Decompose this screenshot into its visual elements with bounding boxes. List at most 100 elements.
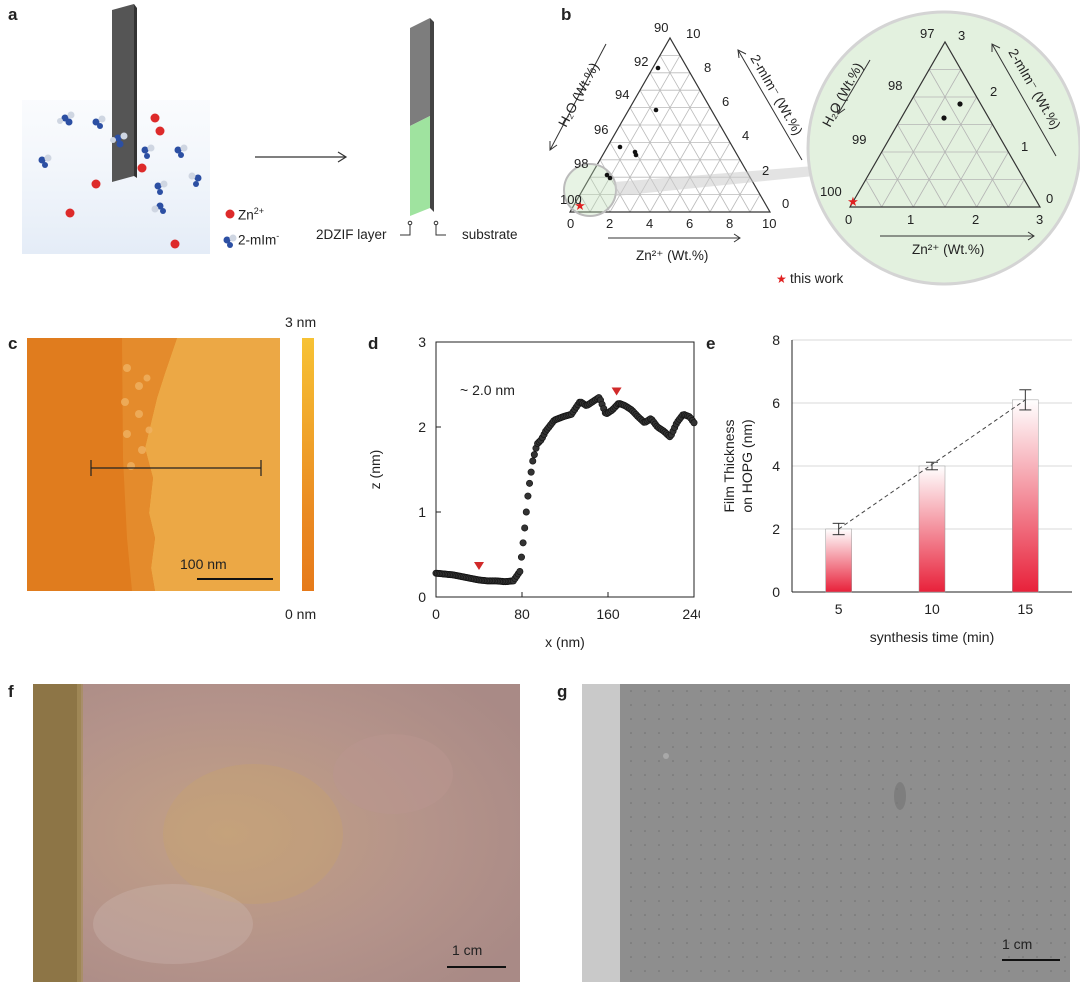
zoom-bottom-tick-3: 3 — [1036, 212, 1043, 227]
colorbar-max-label: 3 nm — [285, 314, 317, 330]
mim-molecule-markers — [38, 111, 202, 214]
right-tick-2: 2 — [762, 163, 769, 178]
bottom-tick-2: 2 — [606, 216, 613, 231]
zoom-left-tick-100: 100 — [820, 184, 842, 199]
y-tick-label: 0 — [772, 584, 780, 600]
zoom-data-points — [941, 101, 963, 121]
x-tick-label: 0 — [432, 606, 440, 622]
zn-ion-markers — [65, 113, 180, 249]
panel-g-photo: 1 cm — [582, 684, 1070, 982]
panel-letter-d: d — [368, 334, 379, 353]
afm-height-map — [27, 338, 280, 591]
main-this-work-star: ★ — [574, 198, 586, 213]
x-tick-label: 10 — [924, 601, 940, 617]
panel-letter-c: c — [8, 334, 18, 353]
ternary-diagram: ★ 100 98 96 94 92 90 10 8 6 4 2 0 0 2 4 … — [549, 10, 1080, 286]
profile-point — [517, 553, 525, 561]
panel-letter-e: e — [706, 334, 716, 353]
right-tick-4: 4 — [742, 128, 749, 143]
profile-point — [519, 539, 527, 547]
zn-legend-label: Zn2+ — [238, 206, 265, 223]
synthesis-schematic-illustration — [22, 4, 446, 254]
right-tick-6: 6 — [722, 94, 729, 109]
y-tick-label: 6 — [772, 395, 780, 411]
left-tick-98: 98 — [574, 156, 588, 171]
bar — [1012, 399, 1039, 593]
height-profile-chart: 0 80 160 240 0 1 2 3 x (nm) z (nm) ~ 2.0 nm — [367, 334, 706, 650]
mim-axis-arrow — [737, 49, 803, 161]
ternary-data-points — [604, 65, 661, 181]
trend-line — [838, 399, 1026, 530]
panel-d-height-profile: 0 80 160 240 0 1 2 3 x (nm) z (nm) ~ 2.0 nm — [360, 330, 706, 660]
uncoated-strip-gray — [582, 684, 620, 982]
zoom-bottom-tick-2: 2 — [972, 212, 979, 227]
mim-legend-marker — [223, 234, 237, 248]
left-tick-90: 90 — [654, 20, 668, 35]
2dzif-layer-label: 2DZIF layer — [316, 227, 387, 242]
y-tick-label: 8 — [772, 332, 780, 348]
bottom-tick-0: 0 — [567, 216, 574, 231]
cursor-marker — [474, 562, 484, 570]
panel-g-scale-label: 1 cm — [1002, 936, 1033, 952]
bottom-tick-10: 10 — [762, 216, 776, 231]
panel-letter-a: a — [8, 5, 18, 24]
x-axis-label: x (nm) — [545, 634, 585, 650]
zoom-right-tick-0: 0 — [1046, 191, 1053, 206]
panel-c-afm-image — [27, 338, 280, 591]
step-height-annotation: ~ 2.0 nm — [460, 382, 515, 398]
left-tick-96: 96 — [594, 122, 608, 137]
zoom-mim-arrow — [991, 43, 1057, 157]
legend-this-work: this work — [790, 271, 844, 286]
zoom-region-highlight — [563, 163, 617, 217]
film-region — [145, 338, 280, 591]
y-tick-label: 4 — [772, 458, 780, 474]
zoom-grid — [865, 69, 1025, 208]
panel-letter-b: b — [561, 5, 572, 24]
zoom-bottom-tick-0: 0 — [845, 212, 852, 227]
plot-frame — [435, 341, 695, 598]
profile-point — [524, 492, 532, 500]
zn-legend-marker — [225, 209, 235, 219]
zoom-this-work-star: ★ — [847, 194, 859, 209]
y-tick-label: 2 — [772, 521, 780, 537]
zoom-left-tick-98: 98 — [888, 78, 902, 93]
mim-axis-title: 2-mIm⁻ (Wt.%) — [747, 52, 805, 138]
film-photograph — [33, 684, 520, 982]
profile-point — [526, 479, 534, 487]
uncoated-strip — [33, 684, 81, 982]
zoom-bottom-tick-1: 1 — [907, 212, 914, 227]
y-tick-label: 0 — [418, 589, 426, 605]
y-axis-label-line1: Film Thickness — [721, 419, 737, 512]
substrate-label: substrate — [462, 227, 518, 242]
profile-point — [522, 508, 530, 516]
zoom-zn-title: Zn²⁺ (Wt.%) — [912, 242, 984, 257]
profile-point — [521, 524, 529, 532]
ternary-outline — [568, 36, 772, 213]
zn-axis-title: Zn²⁺ (Wt.%) — [636, 248, 708, 263]
zoom-triangle-outline — [848, 40, 1042, 208]
bar — [918, 465, 946, 593]
left-tick-94: 94 — [615, 87, 629, 102]
right-tick-8: 8 — [704, 60, 711, 75]
panel-b-ternary: ★ 100 98 96 94 92 90 10 8 6 4 2 0 0 2 4 … — [540, 0, 1080, 300]
profile-point — [690, 419, 698, 427]
zoom-right-tick-1: 1 — [1021, 139, 1028, 154]
panel-f-scale-label: 1 cm — [452, 942, 483, 958]
profile-point — [527, 468, 535, 476]
x-tick-label: 240 — [682, 606, 700, 622]
cursor-marker — [611, 387, 622, 396]
colorbar — [302, 338, 314, 591]
mim-legend-label: 2-mIm- — [238, 231, 280, 248]
x-tick-label: 15 — [1018, 601, 1034, 617]
film-grayscale-photograph — [582, 684, 1070, 982]
y-tick-label: 1 — [418, 504, 426, 520]
panel-e-thickness-chart: 0 2 4 6 8 5 10 15 synthesis time (min) Film Thick… — [712, 330, 1078, 660]
h2o-axis-arrow — [549, 43, 607, 151]
thickness-bar-chart: 0 2 4 6 8 5 10 15 synthesis time (min) Film Thick… — [721, 332, 1072, 645]
y-axis-label: z (nm) — [367, 450, 383, 490]
left-tick-100: 100 — [560, 192, 582, 207]
profile-point — [516, 568, 524, 576]
substrate-plate — [112, 4, 134, 182]
zoom-right-tick-2: 2 — [990, 84, 997, 99]
zoom-inset-circle — [806, 10, 1080, 286]
